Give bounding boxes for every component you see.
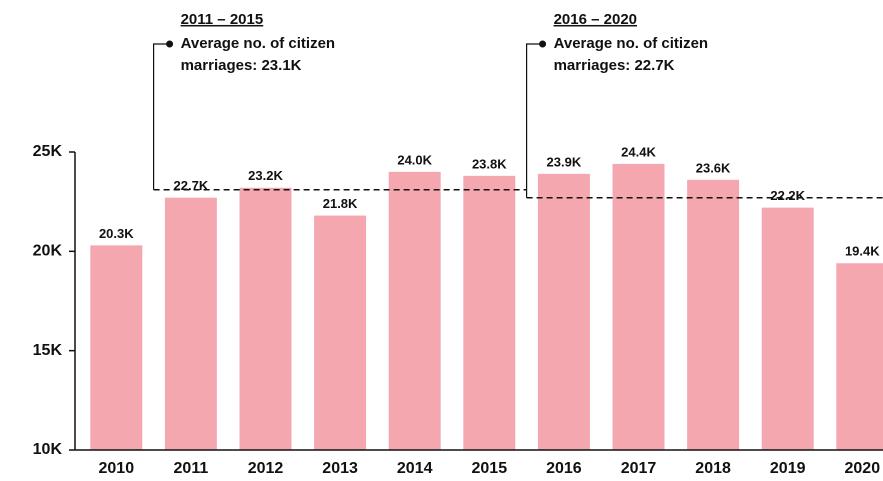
value-label: 19.4K xyxy=(845,244,880,259)
annotation-connector xyxy=(153,43,170,190)
x-tick-label: 2020 xyxy=(845,460,881,477)
bar xyxy=(90,245,143,450)
bar xyxy=(537,173,590,450)
value-label: 23.2K xyxy=(248,168,283,183)
annotation-period: 2011 – 2015 xyxy=(181,11,264,28)
value-label: 21.8K xyxy=(323,196,358,211)
value-label: 23.8K xyxy=(472,156,507,171)
bar xyxy=(612,163,665,451)
x-tick-label: 2016 xyxy=(546,460,582,477)
bar xyxy=(314,215,367,450)
value-label: 22.7K xyxy=(174,178,209,193)
annotation-connector xyxy=(525,43,543,198)
value-label: 23.9K xyxy=(547,154,582,169)
x-tick-label: 2011 xyxy=(174,460,209,477)
bar xyxy=(463,175,516,450)
x-tick-label: 2012 xyxy=(248,460,284,477)
annotation-dot xyxy=(166,40,174,48)
y-tick-label: 15K xyxy=(33,342,63,359)
x-tick-label: 2017 xyxy=(621,460,657,477)
bar xyxy=(836,263,883,450)
y-tick-label: 10K xyxy=(33,441,63,458)
value-label: 20.3K xyxy=(99,226,134,241)
x-tick-label: 2010 xyxy=(99,460,135,477)
annotation-dot xyxy=(539,40,547,48)
bar xyxy=(239,187,292,450)
bar xyxy=(388,171,441,450)
y-tick-label: 25K xyxy=(33,143,63,160)
x-tick-label: 2015 xyxy=(472,460,508,477)
value-label: 24.4K xyxy=(621,144,656,159)
x-tick-label: 2013 xyxy=(322,460,358,477)
annotation-text: marriages: 22.7K xyxy=(554,57,675,74)
bar xyxy=(761,207,814,450)
x-tick-label: 2014 xyxy=(397,460,433,477)
annotation-text: marriages: 23.1K xyxy=(181,57,302,74)
annotation-period: 2016 – 2020 xyxy=(554,11,637,28)
bar xyxy=(687,179,740,450)
x-tick-label: 2019 xyxy=(770,460,806,477)
x-tick-label: 2018 xyxy=(695,460,731,477)
value-label: 23.6K xyxy=(696,160,731,175)
annotation-text: Average no. of citizen xyxy=(554,35,708,52)
annotation-text: Average no. of citizen xyxy=(181,35,335,52)
value-label: 24.0K xyxy=(397,152,432,167)
bar xyxy=(164,197,217,450)
y-tick-label: 20K xyxy=(33,243,63,260)
value-label: 22.2K xyxy=(770,188,805,203)
